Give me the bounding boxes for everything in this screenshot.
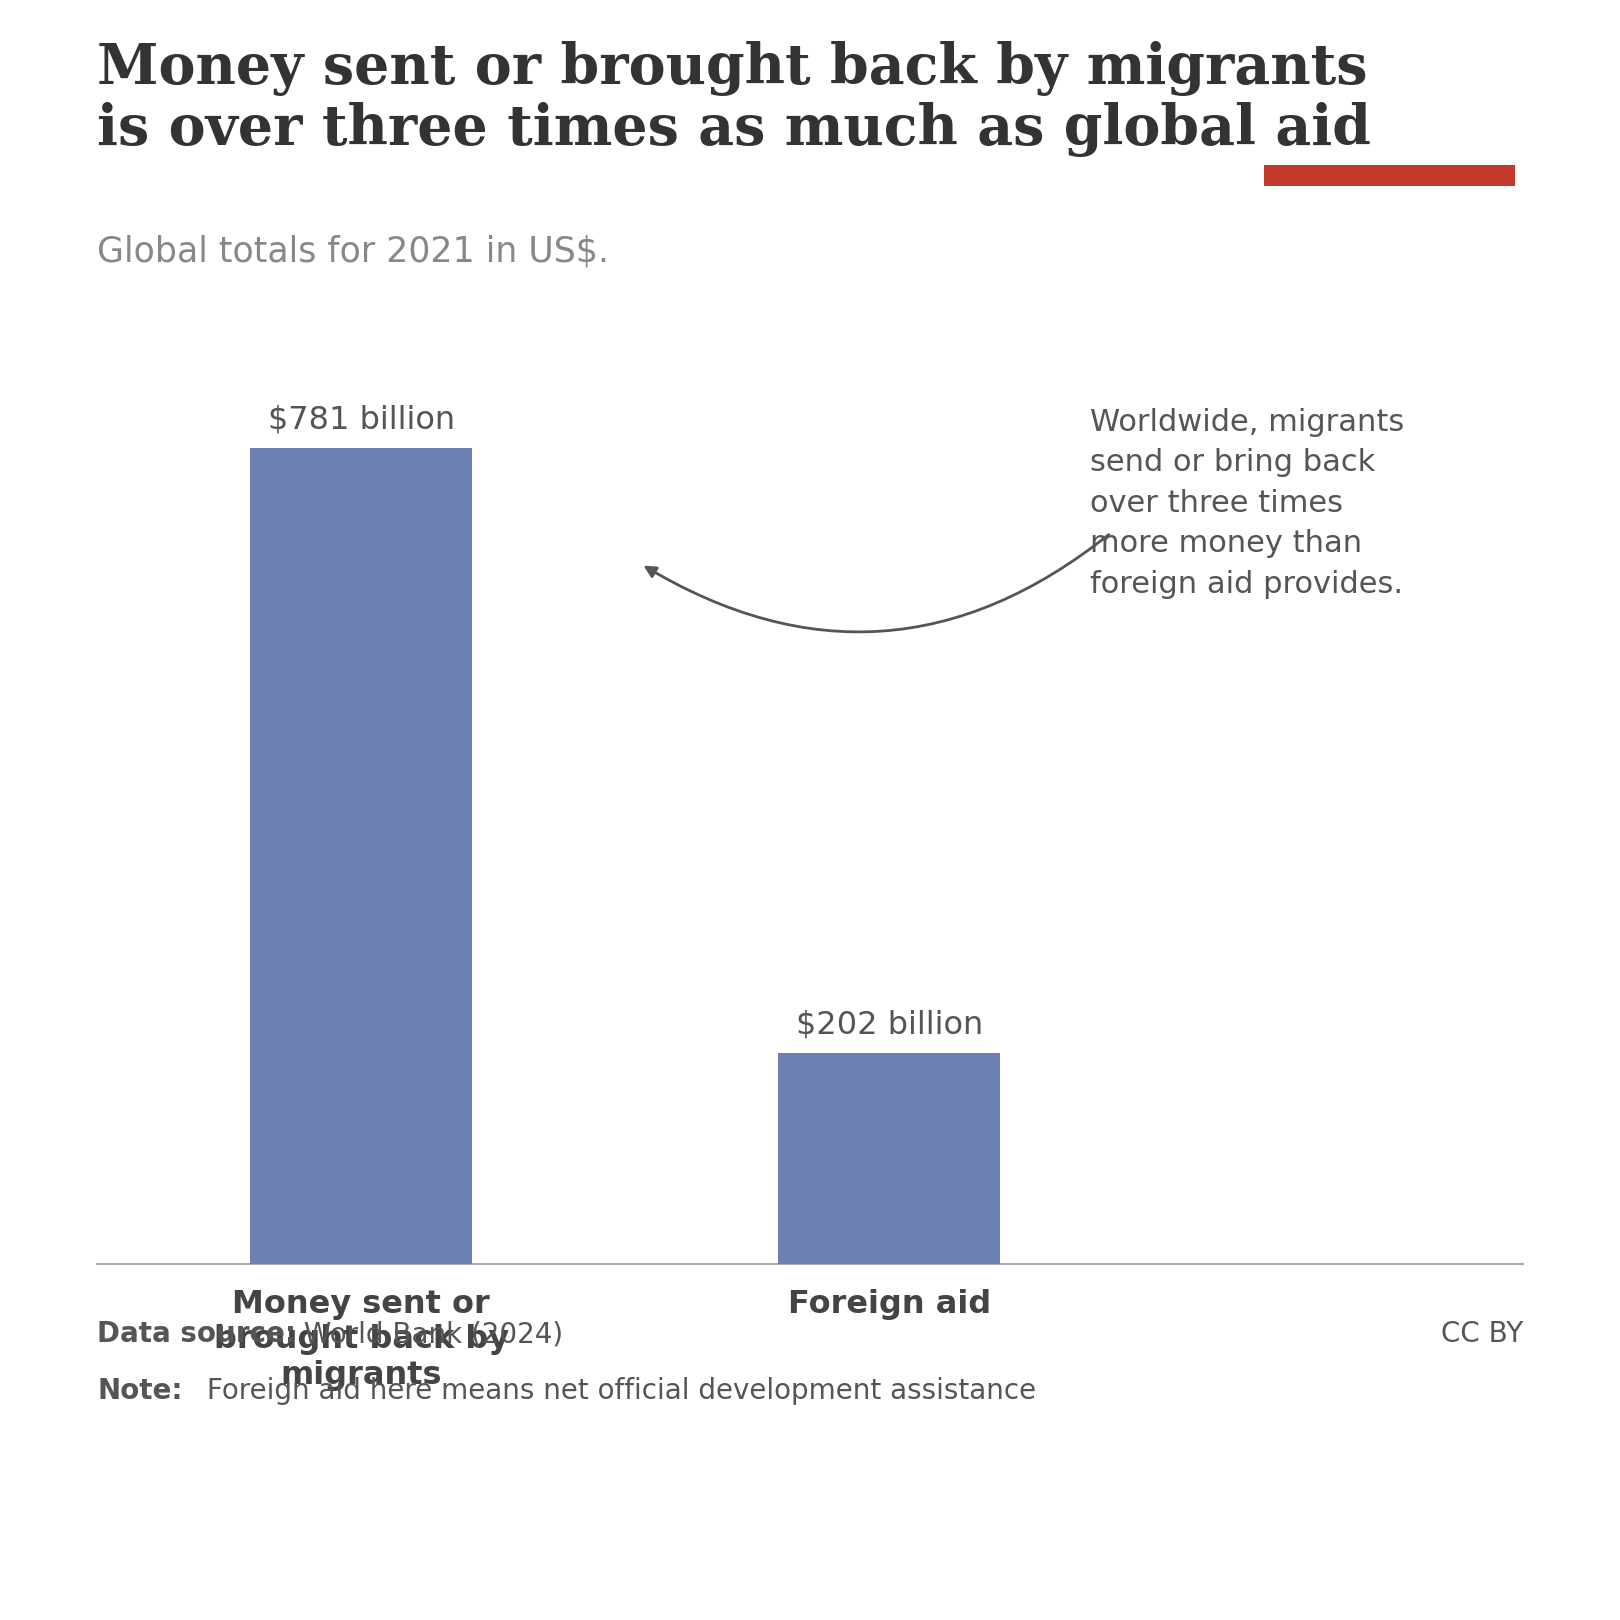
- Bar: [1264, 165, 1515, 186]
- Text: Worldwide, migrants
send or bring back
over three times
more money than
foreign : Worldwide, migrants send or bring back o…: [1090, 408, 1405, 598]
- Text: Note:: Note:: [97, 1377, 183, 1405]
- Bar: [778, 1053, 1000, 1264]
- Text: Global totals for 2021 in US$.: Global totals for 2021 in US$.: [97, 235, 609, 269]
- Text: in Data: in Data: [1338, 117, 1440, 141]
- Text: Foreign aid here means net official development assistance: Foreign aid here means net official deve…: [198, 1377, 1035, 1405]
- Text: $781 billion: $781 billion: [267, 405, 455, 436]
- Text: World Bank (2024): World Bank (2024): [295, 1320, 564, 1348]
- Text: Our World: Our World: [1317, 75, 1461, 99]
- Text: Data source:: Data source:: [97, 1320, 296, 1348]
- Text: Money sent or brought back by migrants
is over three times as much as global aid: Money sent or brought back by migrants i…: [97, 40, 1371, 157]
- Bar: [251, 449, 471, 1264]
- Text: CC BY: CC BY: [1440, 1320, 1523, 1348]
- Text: $202 billion: $202 billion: [795, 1009, 983, 1040]
